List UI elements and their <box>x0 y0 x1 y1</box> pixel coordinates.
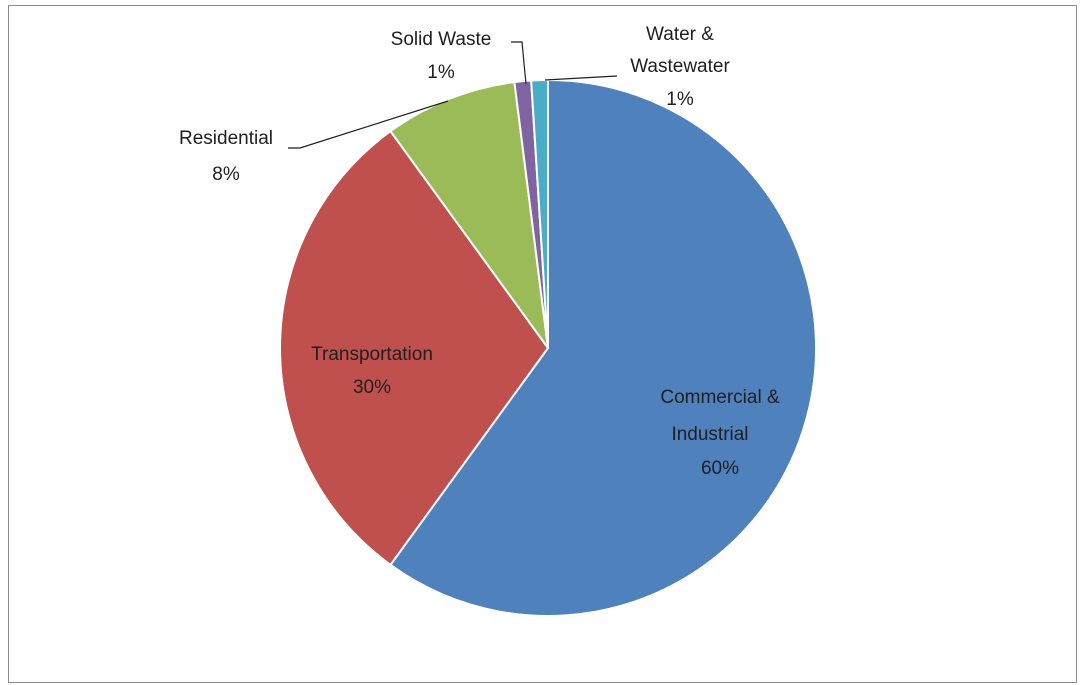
slice-commercial-and-industrial <box>389 78 817 617</box>
slice-transportation <box>279 129 550 567</box>
category-label-water-and-wastewater-line2: Wastewater <box>630 56 730 77</box>
leader-line-solid-waste <box>511 41 527 85</box>
leader-lines <box>288 41 618 149</box>
category-label-commercial-and-industrial-line2: Industrial <box>671 424 748 445</box>
value-label-residential: 8% <box>212 164 240 185</box>
value-label-solid-waste: 1% <box>427 62 455 83</box>
value-label-commercial-and-industrial: 60% <box>701 458 739 479</box>
slice-residential <box>389 80 549 349</box>
category-label-water-and-wastewater-line1: Water & <box>646 24 714 45</box>
value-label-transportation: 30% <box>353 377 391 398</box>
leader-line-water-and-wastewater <box>544 75 618 81</box>
pie-slices <box>279 78 817 617</box>
category-label-transportation: Transportation <box>311 344 433 365</box>
leader-line-residential <box>288 100 449 149</box>
slice-labels: Commercial & Industrial 60% Transportation 3… <box>179 24 780 479</box>
category-label-commercial-and-industrial-line1: Commercial & <box>660 387 780 408</box>
value-label-water-and-wastewater: 1% <box>666 89 694 110</box>
category-label-solid-waste: Solid Waste <box>391 29 492 50</box>
category-label-residential: Residential <box>179 128 273 149</box>
